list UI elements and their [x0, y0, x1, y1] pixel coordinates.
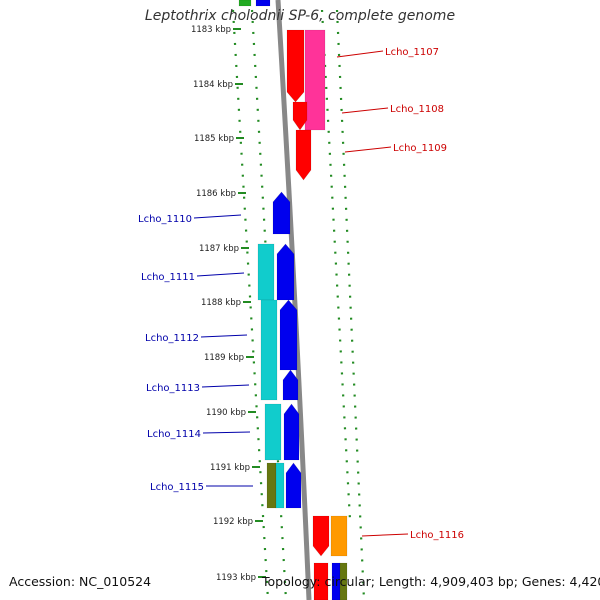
gene-arrow	[266, 462, 277, 509]
gene-label: Lcho_1108	[390, 104, 444, 115]
gene-arrow	[304, 29, 326, 131]
gene-arrow	[330, 515, 348, 557]
ruler-label: 1185 kbp	[194, 134, 234, 144]
gene-arrow	[295, 129, 312, 181]
gene-arrow	[312, 515, 330, 557]
ruler-label: 1188 kbp	[201, 298, 241, 308]
gene-label: Lcho_1113	[146, 383, 200, 394]
gene-label: Lcho_1115	[150, 482, 204, 493]
ruler-label: 1187 kbp	[199, 244, 239, 254]
gene-arrow	[331, 562, 341, 600]
gene-leader-line	[196, 272, 245, 277]
gene-arrow	[339, 562, 348, 600]
gene-arrow	[292, 101, 308, 131]
gene-leader-line	[193, 214, 242, 219]
genome-summary: Topology: circular; Length: 4,909,403 bp…	[262, 574, 600, 589]
gene-leader-line	[344, 146, 392, 153]
gene-leader-line	[202, 431, 251, 434]
genome-backbone	[275, 0, 312, 600]
gene-leader-line	[200, 334, 248, 338]
ruler-label: 1186 kbp	[196, 189, 236, 199]
ruler-label: 1183 kbp	[191, 25, 231, 35]
gene-arrow	[260, 299, 278, 401]
gene-label: Lcho_1116	[410, 530, 464, 541]
gene-leader-line	[201, 384, 250, 388]
gene-arrow	[264, 403, 282, 461]
gene-arrow	[285, 462, 302, 509]
ruler-label: 1189 kbp	[204, 353, 244, 363]
gene-leader-line	[336, 50, 384, 58]
gene-label: Lcho_1109	[393, 143, 447, 154]
ruler-label: 1191 kbp	[210, 463, 250, 473]
gene-arrow	[286, 29, 305, 103]
gene-leader-line	[361, 533, 409, 537]
track-guide-line	[335, 9, 366, 600]
gene-label: Lcho_1114	[147, 429, 201, 440]
gene-label: Lcho_1112	[145, 333, 199, 344]
track-guide-line	[320, 9, 352, 521]
gene-label: Lcho_1110	[138, 214, 192, 225]
gene-arrow	[257, 243, 275, 301]
gene-arrow	[275, 462, 285, 509]
gene-leader-line	[341, 107, 389, 114]
gene-arrow	[279, 299, 298, 371]
ruler-label: 1190 kbp	[206, 408, 246, 418]
accession-text: Accession: NC_010524	[9, 574, 152, 589]
page-title: Leptothrix cholodnii SP-6, complete geno…	[144, 8, 456, 24]
ruler-label: 1192 kbp	[213, 517, 253, 527]
ruler-label: 1184 kbp	[193, 80, 233, 90]
gene-arrow	[272, 191, 291, 235]
gene-arrow	[282, 369, 299, 401]
gene-arrow	[283, 403, 300, 461]
gene-label: Lcho_1111	[141, 272, 195, 283]
gene-arrow	[255, 0, 271, 7]
gene-arrow	[313, 562, 329, 600]
gene-label: Lcho_1107	[385, 47, 439, 58]
gene-arrow	[238, 0, 252, 7]
ruler-label: 1193 kbp	[216, 573, 256, 583]
gene-arrow	[276, 243, 295, 301]
